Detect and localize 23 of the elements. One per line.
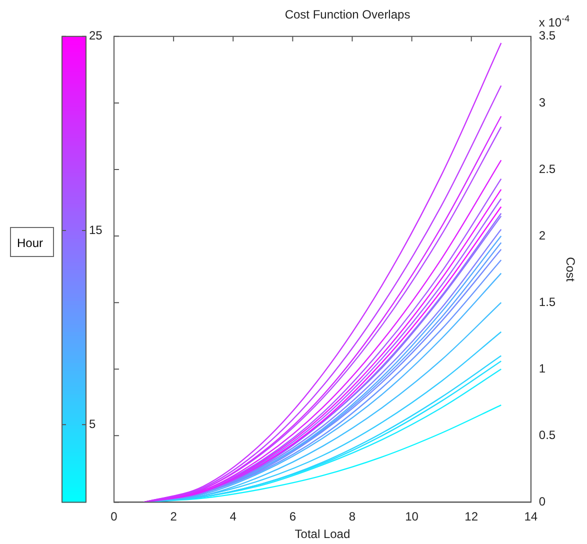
x-axis-title: Total Load xyxy=(294,527,350,542)
y-tick-label: 1 xyxy=(538,361,546,376)
x-tick-label: 8 xyxy=(348,510,356,524)
y-tick-label: 3.5 xyxy=(538,28,556,43)
y-tick-label: 2.5 xyxy=(538,162,556,176)
x-tick-label: 10 xyxy=(405,510,419,524)
x-tick-label: 12 xyxy=(464,510,478,524)
x-tick-label: 6 xyxy=(289,510,296,524)
y-tick-label: 2 xyxy=(538,228,546,242)
x-tick-label: 0 xyxy=(110,510,118,524)
y-tick-label: 1.5 xyxy=(538,294,556,309)
color-bar-label: 25 xyxy=(89,28,103,43)
x-tick-label: 14 xyxy=(524,510,538,524)
y-axis-title: Cost xyxy=(563,256,578,282)
color-bar-label: 5 xyxy=(89,416,96,431)
x-tick-label: 4 xyxy=(230,510,237,524)
x-tick-label: 2 xyxy=(170,510,178,524)
color-bar-label: 15 xyxy=(89,222,103,237)
y-tick-label: 0 xyxy=(538,494,546,509)
y-tick-label: 3 xyxy=(538,95,546,110)
y-tick-label: 0.5 xyxy=(538,428,556,442)
color-bar-title: Hour xyxy=(10,227,54,257)
chart-title: Cost Function Overlaps xyxy=(284,8,410,22)
